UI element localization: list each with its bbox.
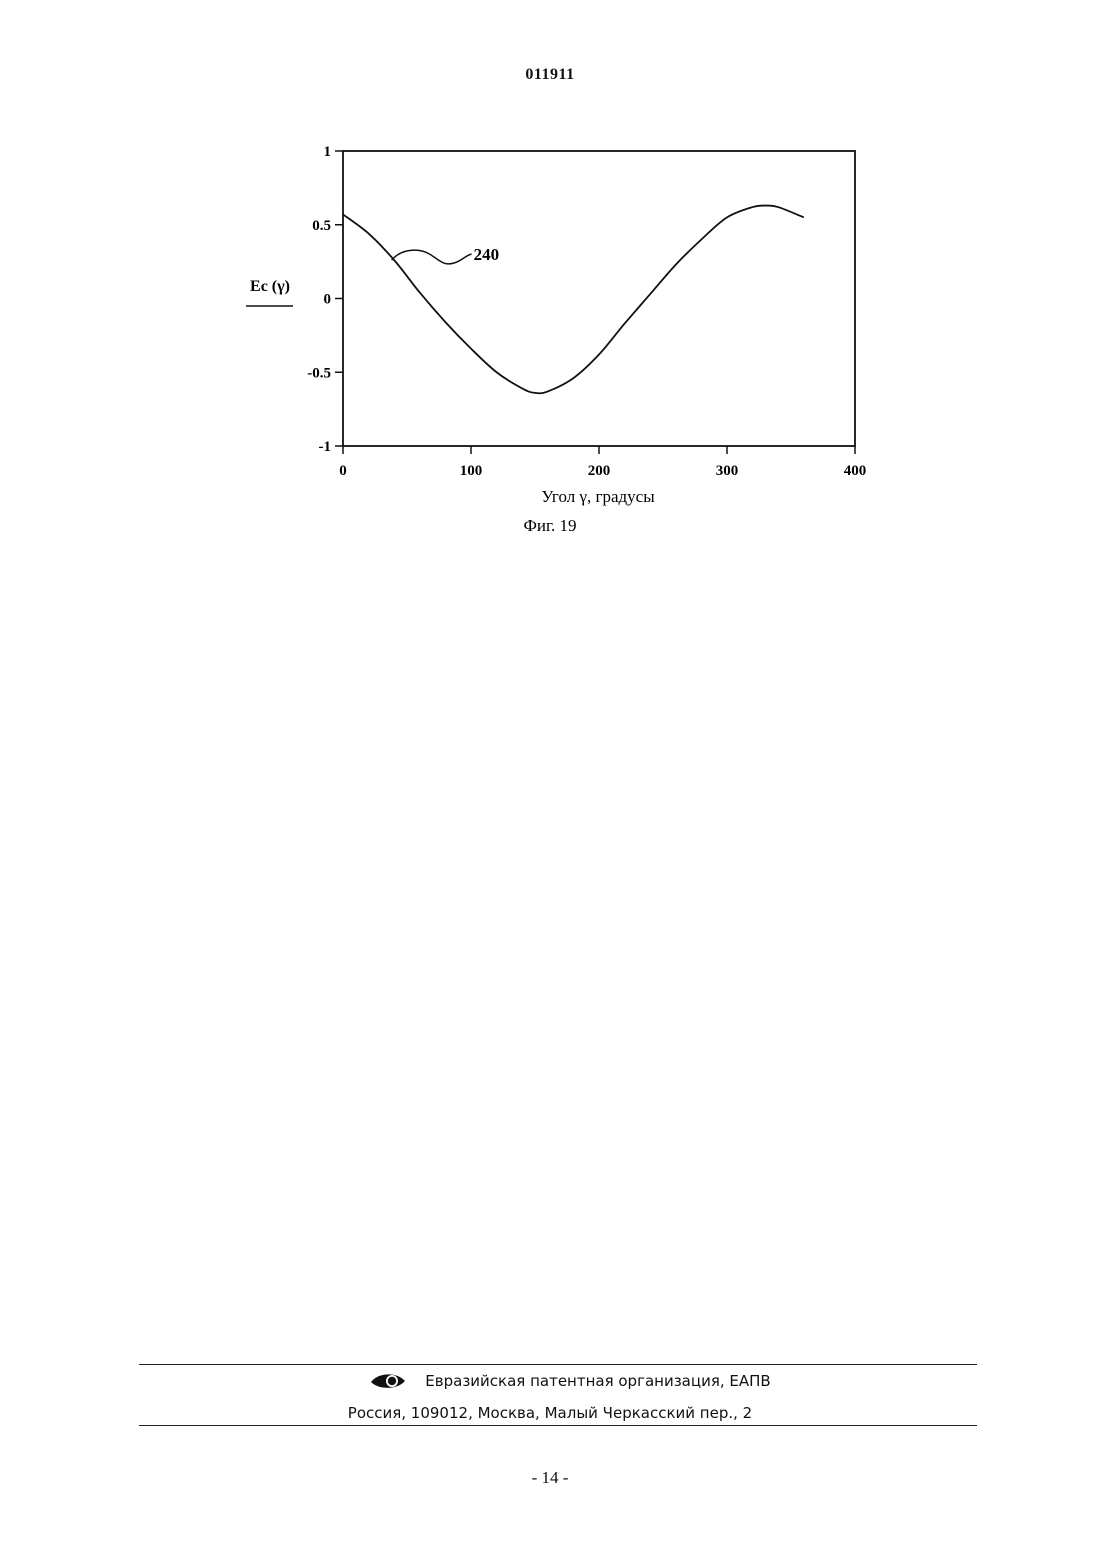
x-tick-label: 200 bbox=[588, 463, 611, 479]
y-axis-label: Ec (γ) bbox=[250, 278, 290, 295]
y-tick-label: -0.5 bbox=[307, 365, 331, 381]
y-tick-label: -1 bbox=[319, 439, 332, 455]
x-tick-label: 400 bbox=[844, 463, 867, 479]
annotation-label: 240 bbox=[474, 245, 500, 264]
x-axis-label: Угол γ, градусы bbox=[541, 487, 655, 506]
plot-frame bbox=[343, 151, 855, 446]
footer-address: Россия, 109012, Москва, Малый Черкасский… bbox=[0, 1404, 1100, 1422]
y-tick-label: 1 bbox=[324, 144, 332, 160]
series-line bbox=[343, 206, 804, 394]
x-tick-label: 100 bbox=[460, 463, 483, 479]
y-tick-label: 0.5 bbox=[312, 218, 331, 234]
annotation-leader-line bbox=[392, 250, 472, 264]
figure-caption: Фиг. 19 bbox=[523, 516, 576, 535]
footer-bottom-rule bbox=[139, 1425, 977, 1426]
footer-top-rule bbox=[139, 1364, 977, 1365]
y-tick-label: 0 bbox=[324, 292, 332, 308]
x-tick-label: 0 bbox=[339, 463, 347, 479]
page-number: - 14 - bbox=[0, 1468, 1100, 1488]
figure-19-chart: 1 0.5 0 -0.5 -1 0 100 200 300 400 240 Ec (γ) Угол… bbox=[0, 0, 1100, 560]
x-tick-label: 300 bbox=[716, 463, 739, 479]
footer-org-name: Евразийская патентная организация, ЕАПВ bbox=[0, 1372, 1100, 1390]
